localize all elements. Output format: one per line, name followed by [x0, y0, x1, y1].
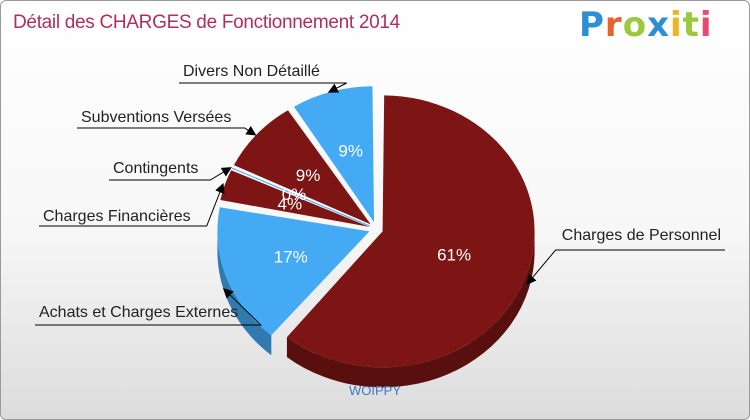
- chart-title: Détail des CHARGES de Fonctionnement 201…: [13, 12, 400, 33]
- slice-charges-de-personnel-leader-line: [526, 249, 725, 285]
- slice-divers-non-detaille-percent-label: 9%: [338, 141, 363, 160]
- slice-subventions-versees-category-label: Subventions Versées: [81, 109, 231, 126]
- slice-achats-et-charges-externes-leader-line: [35, 288, 263, 326]
- slice-charges-financieres: [220, 170, 370, 227]
- slice-achats-et-charges-externes: [217, 207, 370, 336]
- chart-subtitle: WOIPPY: [348, 383, 401, 398]
- logo-letter-5: i: [670, 5, 683, 45]
- logo-letter-3: o: [622, 5, 648, 45]
- slice-subventions-versees: [233, 110, 371, 225]
- proxiti-logo: Proxiti: [579, 5, 713, 45]
- logo-letter-4: x: [647, 5, 670, 45]
- slice-subventions-versees-percent-label: 9%: [296, 166, 321, 185]
- slice-divers-non-detaille-leader-line: [179, 82, 347, 93]
- slice-contingents-leader-line: [109, 167, 232, 181]
- slice-achats-et-charges-externes-side: [217, 231, 272, 356]
- slice-charges-de-personnel-percent-label: 61%: [437, 245, 471, 264]
- logo-letter-7: i: [699, 5, 713, 45]
- logo-letter-2: r: [604, 5, 623, 45]
- logo-letter-6: t: [682, 5, 700, 45]
- slice-charges-financieres-leader-line: [39, 182, 225, 227]
- slice-subventions-versees-leader-line: [77, 125, 257, 136]
- slice-achats-et-charges-externes-percent-label: 17%: [274, 248, 308, 267]
- slice-charges-de-personnel-category-label: Charges de Personnel: [562, 227, 721, 244]
- slice-charges-de-personnel-side: [286, 231, 535, 388]
- slice-divers-non-detaille: [293, 86, 375, 223]
- slice-divers-non-detaille-category-label: Divers Non Détaillé: [183, 63, 320, 80]
- slice-contingents-category-label: Contingents: [113, 160, 198, 177]
- slice-charges-financieres-percent-label: 4%: [278, 195, 303, 214]
- slice-charges-de-personnel: [286, 95, 535, 368]
- slice-charges-financieres-category-label: Charges Financières: [43, 208, 191, 225]
- logo-letter-1: P: [579, 5, 605, 45]
- slice-achats-et-charges-externes-category-label: Achats et Charges Externes: [39, 304, 238, 321]
- slice-contingents-percent-label: 0%: [282, 185, 307, 204]
